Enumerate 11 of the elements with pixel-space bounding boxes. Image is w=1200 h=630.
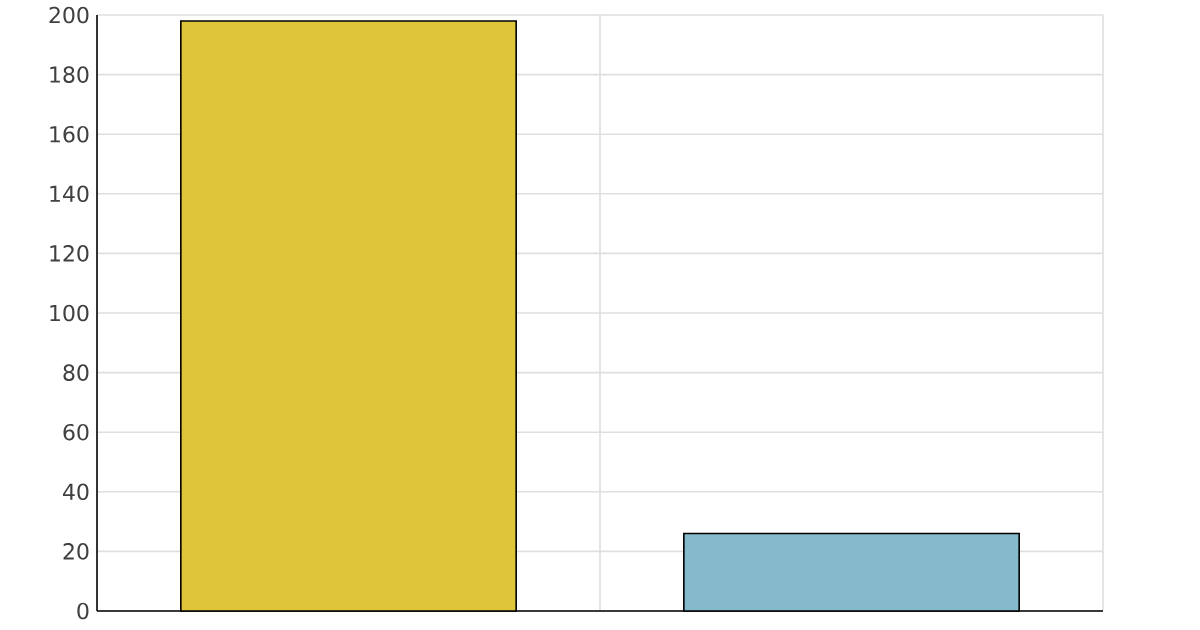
y-tick-label: 160 xyxy=(50,125,89,143)
y-tick-label: 80 xyxy=(63,364,89,381)
y-tick-label: 180 xyxy=(50,66,89,83)
y-tick-label: 100 xyxy=(50,304,89,322)
y-tick-label: 140 xyxy=(50,185,89,203)
y-tick-label: 0 xyxy=(77,602,89,620)
y-tick-label: 120 xyxy=(50,245,89,262)
y-tick-label: 200 xyxy=(49,6,89,24)
y-tick-label: 60 xyxy=(63,423,89,441)
y-tick-label: 40 xyxy=(63,483,89,501)
y-tick-label: 20 xyxy=(63,543,89,560)
